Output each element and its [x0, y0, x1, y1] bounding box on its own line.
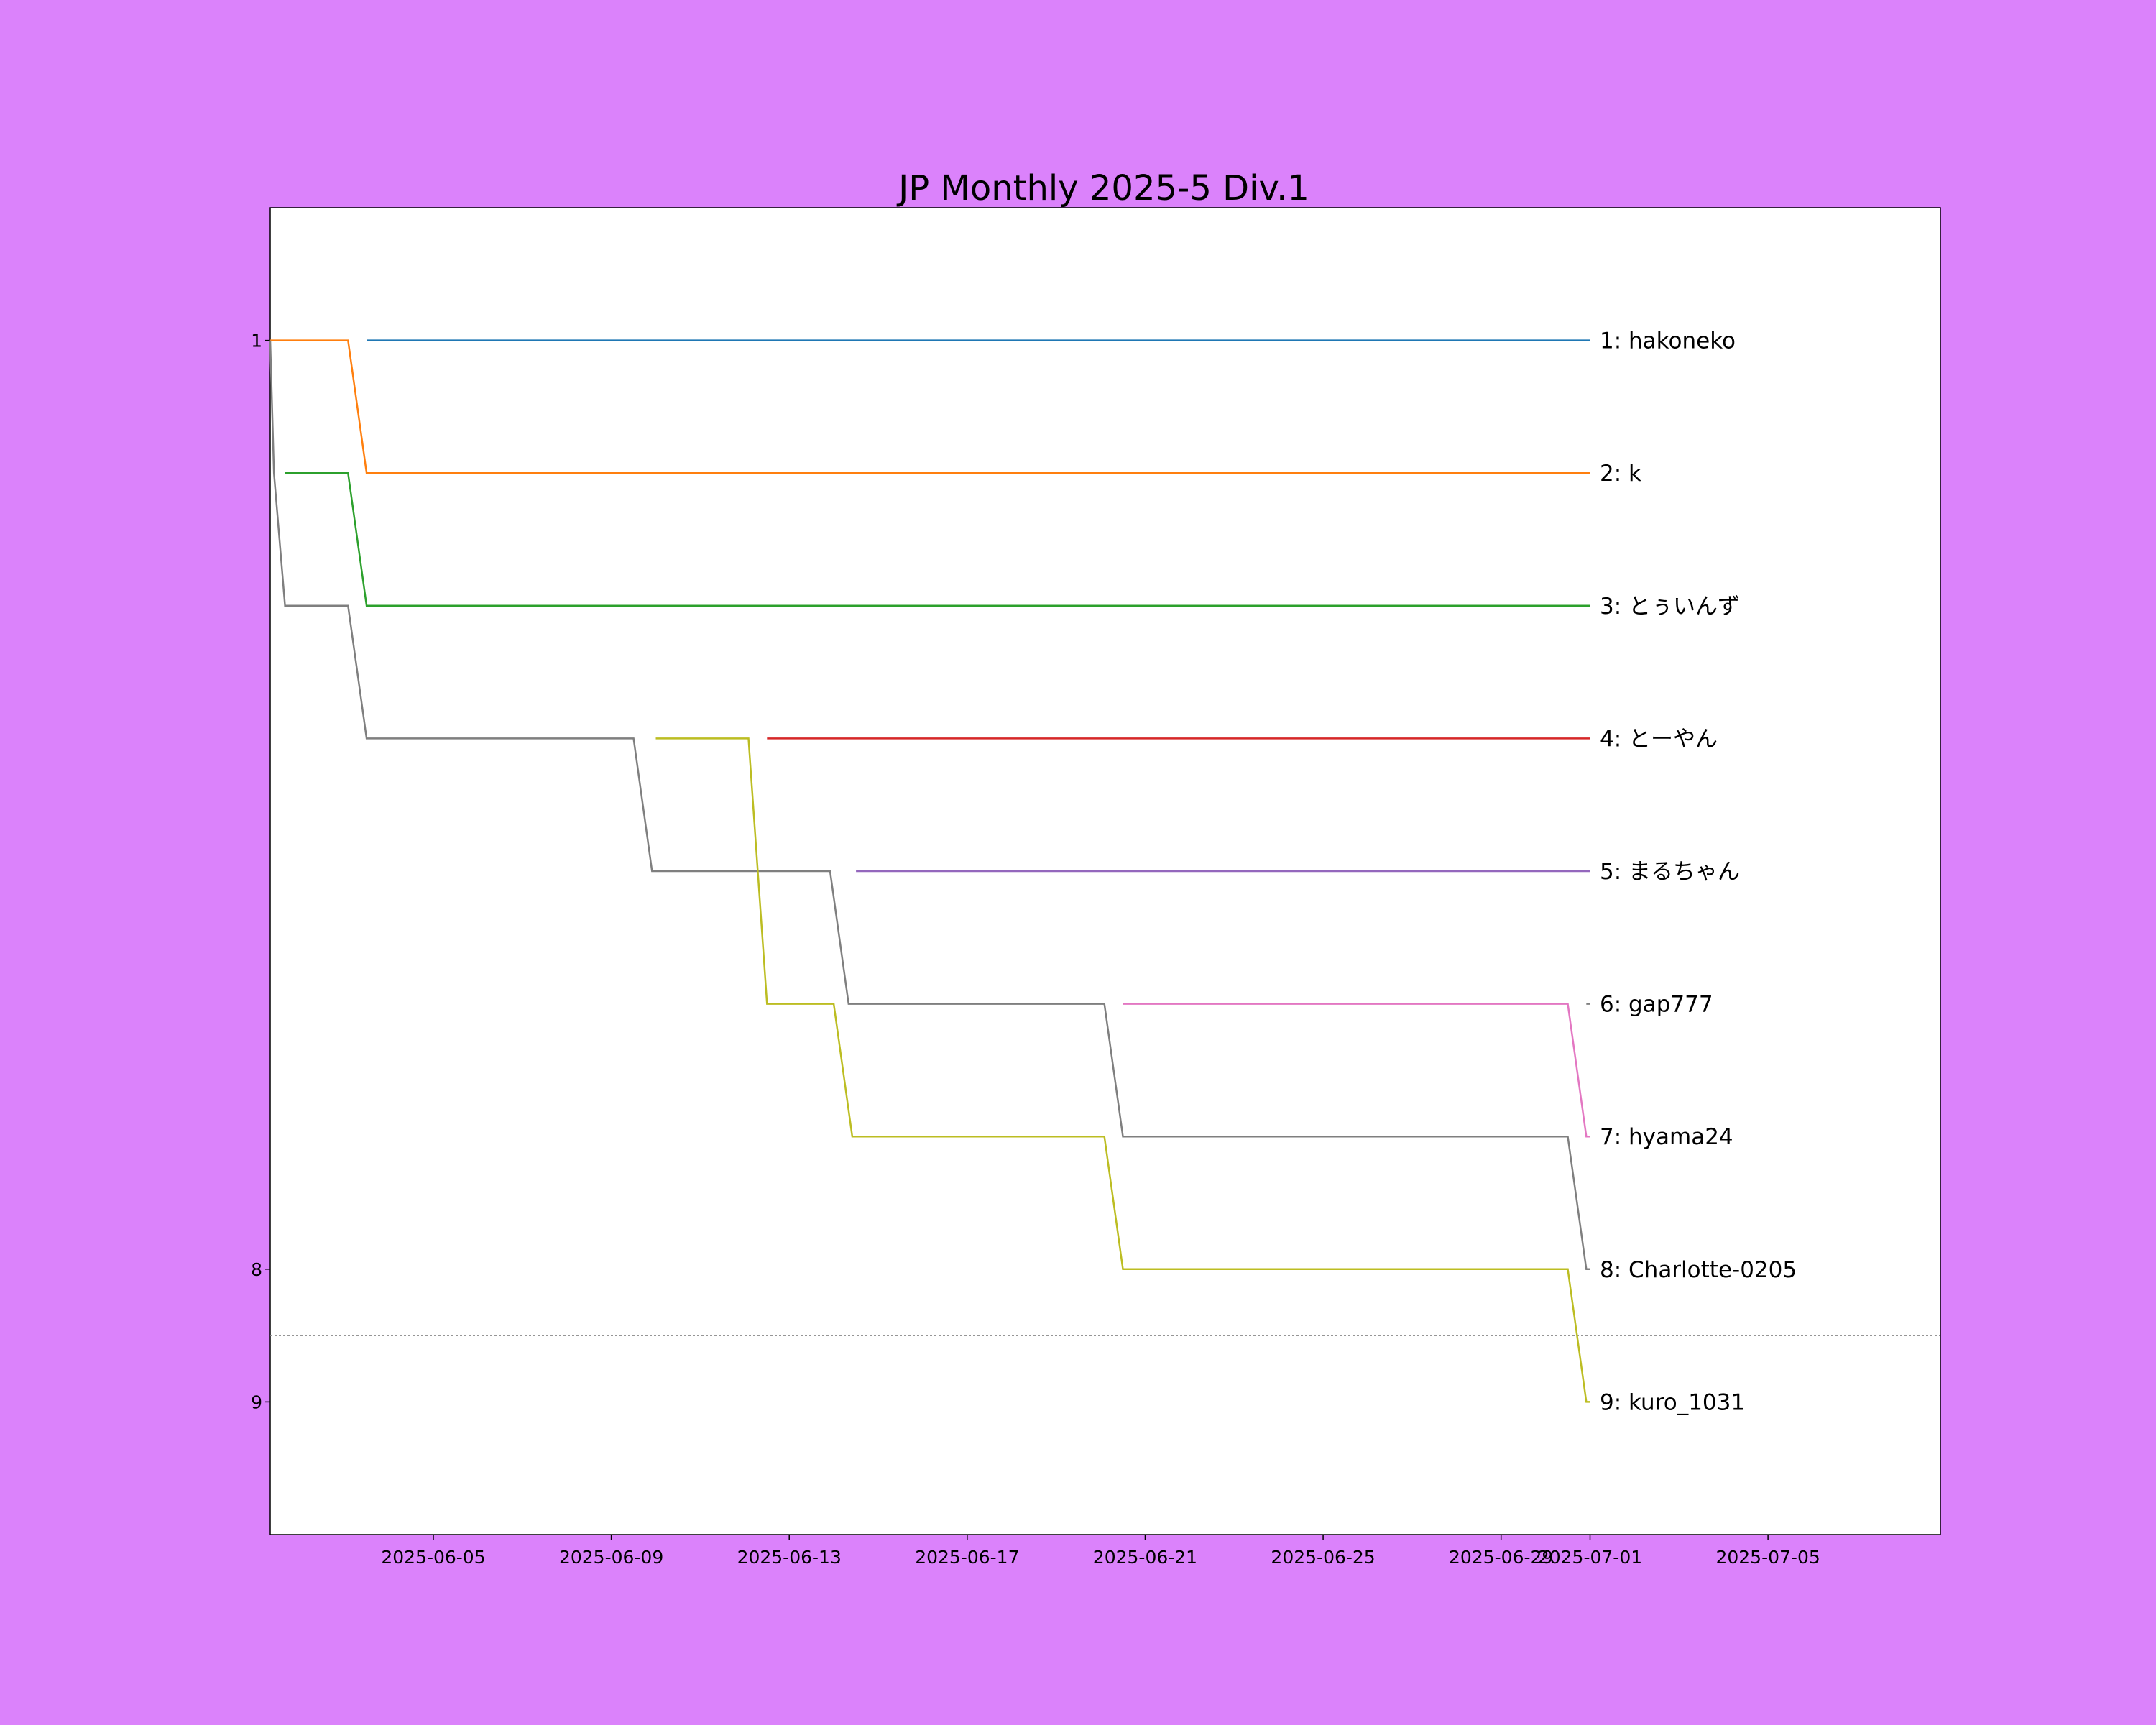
x-tick-label: 2025-06-09 [559, 1547, 663, 1568]
series-end-label: 5: まるちゃん [1600, 859, 1740, 885]
series-line [285, 472, 1590, 607]
series-end-label: 1: hakoneko [1600, 328, 1736, 354]
y-tick-label: 1 [251, 331, 262, 351]
series-end-label: 3: とぅいんず [1600, 594, 1740, 620]
x-axis-ticks: 2025-06-05 2025-06-09 2025-06-13 2025-06-17… [381, 1535, 1820, 1568]
series-end-label: 8: Charlotte-0205 [1600, 1257, 1797, 1283]
y-axis-ticks: 1 8 9 [251, 331, 270, 1412]
series-end-label: 6: gap777 [1600, 992, 1713, 1018]
chart-title: JP Monthly 2025-5 Div.1 [896, 168, 1309, 208]
y-tick-label: 9 [251, 1392, 262, 1412]
x-tick-label: 2025-07-05 [1715, 1547, 1820, 1568]
x-tick-label: 2025-06-21 [1093, 1547, 1197, 1568]
x-tick-label: 2025-06-13 [737, 1547, 842, 1568]
series-line [655, 737, 1590, 1403]
series-end-label: 9: kuro_1031 [1600, 1389, 1745, 1415]
series-line [270, 339, 1590, 474]
x-tick-label: 2025-06-05 [381, 1547, 485, 1568]
series-labels: 1: hakoneko 2: k 3: とぅいんず 4: とーやん 5: まるちゃん 6:… [1600, 328, 1797, 1416]
y-tick-label: 8 [251, 1259, 262, 1280]
x-tick-label: 2025-06-25 [1271, 1547, 1375, 1568]
x-tick-label: 2025-07-01 [1538, 1547, 1642, 1568]
series-lines [269, 339, 1590, 1403]
series-end-label: 4: とーやん [1600, 726, 1718, 752]
series-line [269, 340, 1590, 1271]
x-tick-label: 2025-06-29 [1449, 1547, 1553, 1568]
series-end-label: 7: hyama24 [1600, 1124, 1733, 1150]
series-line [1123, 1003, 1590, 1138]
series-end-label: 2: k [1600, 461, 1641, 487]
x-tick-label: 2025-06-17 [915, 1547, 1019, 1568]
